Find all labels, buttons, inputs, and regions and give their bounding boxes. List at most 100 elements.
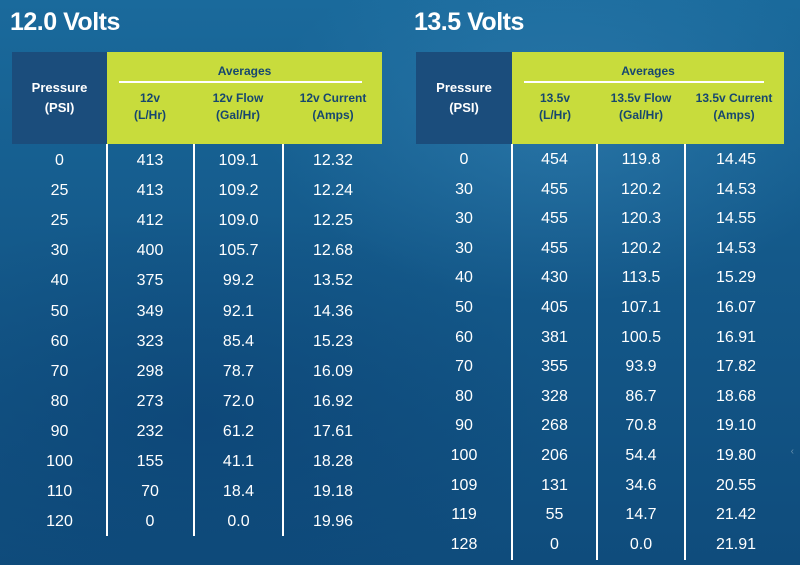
pressure-cell: 110 (46, 483, 73, 501)
flow-galhr-cell: 78.7 (222, 362, 255, 380)
pressure-cell: 0 (55, 152, 64, 169)
current-cell: 16.09 (312, 362, 354, 380)
table-row: 70 355 93.9 17.82 (402, 354, 800, 380)
pressure-header-label: Pressure (31, 80, 88, 95)
current-cell: 19.18 (312, 483, 354, 501)
pressure-cell: 109 (450, 476, 478, 494)
table-row: 119 55 14.7 21.42 (402, 502, 800, 528)
pressure-cell: 80 (50, 392, 69, 410)
column-divider (511, 144, 513, 560)
table-row: 25 413 109.2 12.24 (0, 178, 400, 204)
table-row: 30 400 105.7 12.68 (0, 238, 400, 264)
table-row: 25 412 109.0 12.25 (0, 208, 400, 234)
current-cell: 14.53 (715, 180, 757, 198)
current-cell: 16.07 (715, 299, 757, 316)
current-cell: 20.55 (715, 476, 757, 494)
flow-galhr-cell: 100.5 (620, 328, 662, 346)
current-cell: 15.23 (312, 332, 354, 350)
pressure-cell: 30 (455, 239, 473, 257)
current-cell: 16.91 (715, 328, 757, 346)
current-cell: 14.55 (715, 210, 757, 228)
flow-galhr-cell: 41.1 (222, 453, 255, 470)
table-row: 90 232 61.2 17.61 (0, 419, 400, 445)
pressure-cell: 50 (50, 302, 69, 320)
column-header-flow-galhr: 12v Flow (Gal/Hr) (212, 91, 264, 122)
column-divider (193, 144, 195, 536)
flow-galhr-cell: 105.7 (218, 242, 259, 260)
flow-galhr-cell: 93.9 (625, 358, 657, 376)
pressure-cell: 40 (50, 272, 69, 290)
flow-lhr-cell: 455 (541, 239, 568, 257)
flow-lhr-cell: 55 (545, 506, 564, 524)
flow-galhr-cell: 86.7 (625, 387, 657, 405)
current-cell: 12.24 (312, 182, 354, 200)
pressure-cell: 90 (50, 422, 69, 440)
flow-galhr-cell: 85.4 (222, 332, 255, 350)
table-row: 128 0 0.0 21.91 (402, 532, 800, 558)
table-13-5v: 13.5 Volts Pressure (PSI) Averages 13.5v… (402, 0, 800, 565)
flow-lhr-cell: 323 (136, 332, 164, 350)
table-row: 100 155 41.1 18.28 (0, 449, 400, 475)
current-cell: 14.53 (715, 239, 757, 257)
pressure-cell: 120 (46, 513, 73, 531)
flow-lhr-cell: 413 (136, 182, 164, 200)
table-row: 80 273 72.0 16.92 (0, 389, 400, 415)
column-divider (684, 144, 686, 560)
flow-galhr-cell: 0.0 (629, 535, 653, 553)
flow-galhr-cell: 109.1 (218, 152, 259, 169)
flow-lhr-cell: 328 (541, 387, 568, 405)
table-row: 30 455 120.2 14.53 (402, 177, 800, 203)
pressure-cell: 30 (455, 180, 473, 198)
pressure-header-unit: (PSI) (44, 100, 75, 115)
flow-lhr-cell: 232 (136, 422, 164, 440)
current-cell: 15.29 (715, 269, 757, 287)
current-cell: 13.52 (312, 272, 354, 290)
averages-divider (524, 81, 764, 83)
current-cell: 12.25 (312, 212, 354, 230)
table-row: 110 70 18.4 19.18 (0, 479, 400, 505)
table-12v: 12.0 Volts Pressure (PSI) Averages 12v (… (0, 52, 400, 536)
column-divider (106, 144, 108, 536)
table-row: 30 455 120.3 14.55 (402, 206, 800, 232)
pressure-cell: 70 (50, 362, 69, 380)
table-row: 100 206 54.4 19.80 (402, 443, 800, 469)
flow-galhr-cell: 14.7 (625, 506, 657, 524)
averages-divider (119, 81, 362, 83)
flow-lhr-cell: 273 (136, 392, 164, 410)
flow-galhr-cell: 109.0 (218, 212, 259, 230)
flow-galhr-cell: 18.4 (222, 483, 255, 501)
table-row: 0 413 109.1 12.32 (0, 148, 400, 174)
pressure-cell: 0 (459, 151, 469, 168)
current-cell: 17.82 (715, 358, 757, 376)
flow-lhr-cell: 375 (136, 272, 164, 290)
table-title: 13.5 Volts (414, 8, 524, 36)
table-row: 50 349 92.1 14.36 (0, 299, 400, 325)
flow-galhr-cell: 72.0 (222, 392, 255, 410)
flow-galhr-cell: 92.1 (222, 302, 255, 320)
current-cell: 21.42 (715, 506, 757, 524)
flow-lhr-cell: 268 (541, 417, 568, 435)
flow-lhr-cell: 455 (541, 210, 568, 228)
current-cell: 12.32 (312, 152, 354, 169)
column-header-flow-galhr: 13.5v Flow (Gal/Hr) (610, 91, 672, 122)
pressure-cell: 30 (455, 210, 473, 228)
pressure-cell: 50 (455, 299, 473, 316)
flow-lhr-cell: 405 (541, 299, 568, 316)
pressure-cell: 90 (455, 417, 473, 435)
pressure-cell: 119 (451, 506, 477, 524)
column-divider (282, 144, 284, 536)
current-cell: 19.96 (312, 513, 354, 531)
flow-galhr-cell: 120.2 (620, 239, 662, 257)
flow-lhr-cell: 155 (136, 453, 164, 470)
flow-galhr-cell: 0.0 (227, 513, 250, 531)
flow-galhr-cell: 107.1 (620, 299, 662, 316)
table-row: 50 405 107.1 16.07 (402, 295, 800, 321)
table-row: 120 0 0.0 19.96 (0, 509, 400, 535)
current-cell: 19.10 (715, 417, 757, 435)
pressure-cell: 25 (50, 182, 69, 200)
flow-lhr-cell: 455 (541, 180, 568, 198)
averages-header: Averages 12v (L/Hr) 12v Flow (Gal/Hr) 12… (107, 52, 382, 144)
pressure-cell: 128 (450, 535, 478, 553)
current-cell: 18.28 (312, 453, 354, 470)
flow-lhr-cell: 0 (145, 513, 155, 531)
